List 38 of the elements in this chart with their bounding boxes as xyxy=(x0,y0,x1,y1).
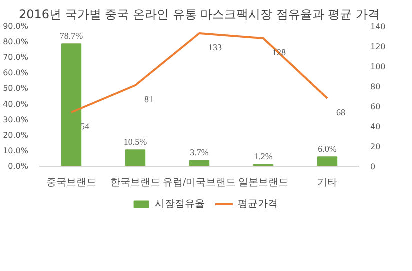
bar xyxy=(125,150,146,166)
x-tick-label: 한국브랜드 xyxy=(110,178,160,188)
x-tick-label: 중국브랜드 xyxy=(46,178,96,188)
data-label: 1.2% xyxy=(254,152,274,162)
bar xyxy=(317,156,338,166)
x-tick-label: 기타 xyxy=(318,178,338,188)
y2-tick-label: 100 xyxy=(370,62,386,72)
data-label: 68 xyxy=(336,108,346,118)
y-tick-label: 0.0% xyxy=(8,162,29,171)
y2-tick-label: 140 xyxy=(370,22,386,32)
y2-tick-label: 120 xyxy=(370,42,386,52)
y-tick-label: 40.0% xyxy=(3,100,29,109)
bar xyxy=(61,44,82,166)
y-tick-label: 50.0% xyxy=(3,84,29,94)
x-tick-label: 일본브랜드 xyxy=(238,178,288,188)
chart-title: 2016년 국가별 중국 온라인 유통 마스크팩시장 점유율과 평균 가격 xyxy=(18,8,380,22)
y-tick-label: 80.0% xyxy=(3,38,29,47)
legend-label: 시장점유율 xyxy=(155,198,205,211)
x-tick-label: 유럽/미국브랜드 xyxy=(162,178,236,188)
data-label: 81 xyxy=(144,94,154,104)
y-tick-label: 60.0% xyxy=(3,68,29,78)
y2-tick-label: 20 xyxy=(370,142,381,152)
legend-label: 평균가격 xyxy=(238,198,278,211)
data-label: 3.7% xyxy=(190,148,210,158)
y-tick-label: 10.0% xyxy=(3,146,29,156)
data-label: 10.5% xyxy=(124,137,148,148)
bar xyxy=(189,160,210,166)
data-label: 6.0% xyxy=(318,144,338,154)
y2-tick-label: 60 xyxy=(370,102,381,112)
data-label: 78.7% xyxy=(60,31,84,42)
y-tick-label: 70.0% xyxy=(3,53,29,62)
y-tick-label: 30.0% xyxy=(3,115,29,124)
y-tick-label: 90.0% xyxy=(3,22,29,31)
y2-tick-label: 0 xyxy=(370,162,376,172)
y2-tick-label: 40 xyxy=(370,122,381,132)
y2-tick-label: 80 xyxy=(370,82,381,92)
data-label: 133 xyxy=(208,42,222,52)
y-tick-label: 20.0% xyxy=(3,130,29,140)
